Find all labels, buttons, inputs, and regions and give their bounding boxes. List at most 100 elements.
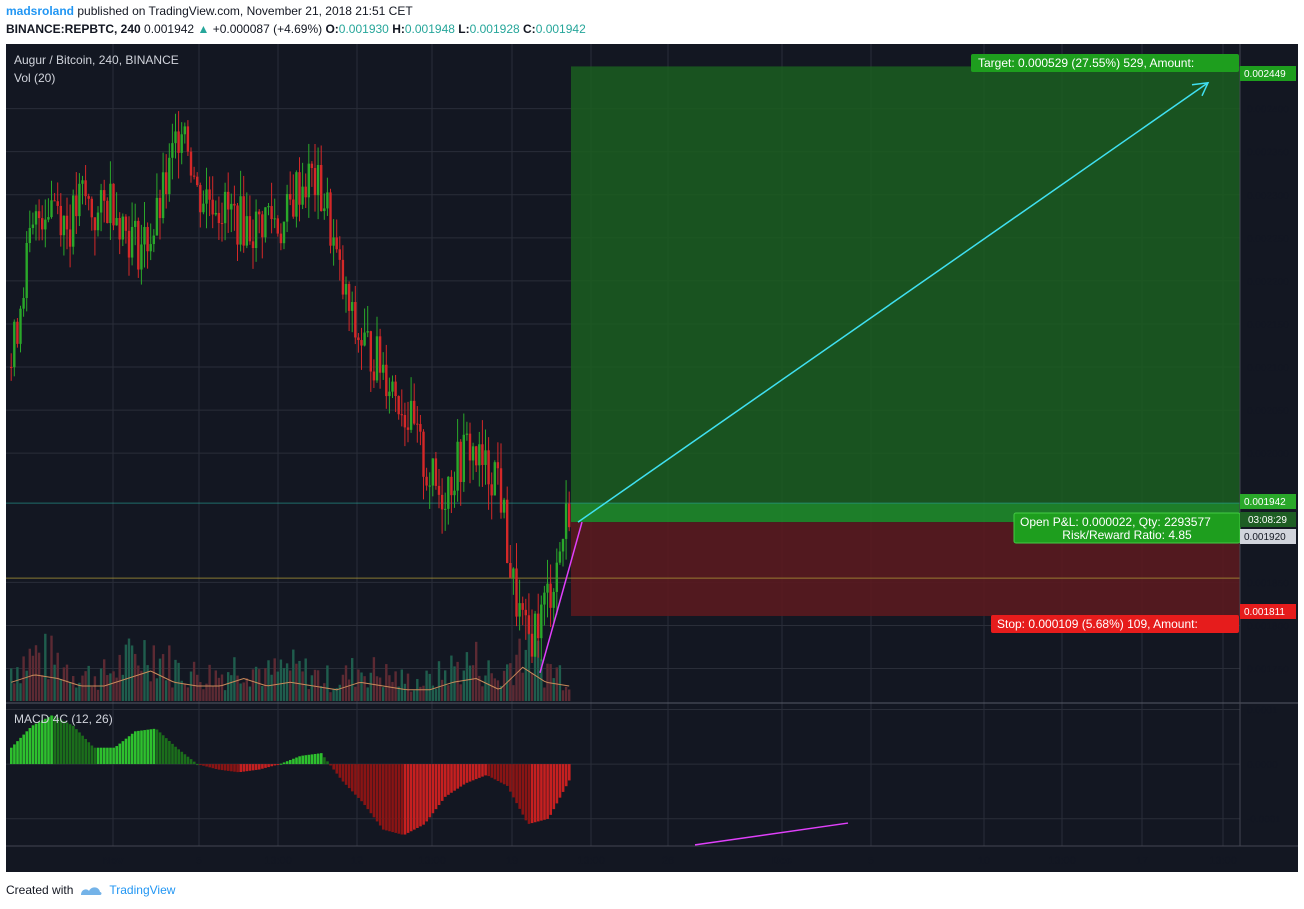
macd-bar — [211, 764, 215, 769]
price-tick-label: 0.002300 — [1247, 191, 1289, 202]
macd-bar — [282, 762, 286, 765]
macd-bar — [459, 764, 463, 787]
macd-legend: MACD 4C (12, 26) — [14, 712, 113, 726]
candle — [375, 336, 379, 381]
volume-bar — [53, 664, 56, 701]
volume-bar — [285, 663, 289, 701]
time-tick-label: 13:00 — [577, 855, 605, 867]
stop-label[interactable]: Stop: 0.000109 (5.68%) 109, Amount: — [991, 615, 1239, 633]
price-axis[interactable]: 0.002400 0.002350 0.002300 0.002250 0.002200… — [1247, 105, 1289, 676]
candle — [171, 143, 174, 158]
candle — [242, 196, 245, 246]
volume-bar — [13, 683, 16, 701]
svg-text:0.001811: 0.001811 — [1244, 607, 1285, 618]
candle — [313, 168, 317, 196]
macd-bar — [453, 764, 456, 791]
volume-bar — [499, 685, 503, 701]
macd-bar — [512, 764, 515, 798]
macd-bar — [413, 764, 416, 830]
close-label: C: — [523, 22, 536, 36]
macd-bar — [112, 747, 115, 765]
candle — [332, 237, 335, 246]
volume-bar — [174, 659, 177, 701]
volume-bar — [37, 652, 41, 701]
candle — [96, 212, 100, 231]
volume-bar — [96, 689, 100, 701]
candle — [422, 431, 425, 477]
target-label[interactable]: Target: 0.000529 (27.55%) 529, Amount: — [971, 54, 1239, 72]
candle — [372, 371, 376, 381]
macd-bar — [19, 737, 22, 765]
close-value: 0.001942 — [535, 22, 586, 36]
candle — [527, 615, 531, 634]
candle — [205, 189, 208, 204]
macd-bar — [403, 764, 407, 835]
price-tick-label: 0.002200 — [1247, 277, 1289, 288]
candle — [295, 172, 298, 217]
candle — [155, 197, 159, 236]
volume-bar — [31, 655, 35, 701]
candles — [10, 111, 571, 664]
macd-bar — [267, 764, 270, 768]
candle — [515, 568, 518, 617]
volume-bar — [152, 645, 155, 701]
macd-bar — [223, 764, 227, 771]
volume-bar — [422, 685, 425, 701]
macd-axis[interactable]: 0.0001 0.0000 -0.0001 — [1247, 705, 1281, 825]
volume-bar — [44, 633, 47, 701]
trend-line[interactable] — [539, 521, 583, 674]
macd-bar — [81, 735, 84, 765]
pnl-label[interactable]: Open P&L: 0.000022, Qty: 2293577 Risk/Re… — [1013, 512, 1241, 544]
up-triangle-icon: ▲ — [197, 22, 210, 36]
projection-arrow[interactable] — [577, 82, 1209, 523]
time-tick-label: 17 — [1136, 855, 1148, 867]
price-tick-label: 0.002000 — [1247, 449, 1289, 460]
candle — [65, 215, 69, 230]
macd-bar — [146, 729, 149, 765]
candle — [450, 476, 453, 496]
macd-bar — [351, 764, 354, 792]
volume-bar — [537, 640, 540, 701]
volume-bar — [106, 675, 109, 701]
candle — [335, 237, 338, 250]
volume-bar — [158, 658, 162, 701]
candle — [134, 220, 137, 227]
candle — [378, 336, 382, 373]
macd-trend-line[interactable] — [694, 822, 849, 846]
macd-bar — [205, 764, 208, 767]
time-axis[interactable]: Nov 5 13:00 12 13:00 19 13:00 26 Dec 5 10 13:00 17 13… — [103, 855, 1237, 867]
volume-bar — [267, 660, 270, 701]
target-zone[interactable] — [571, 66, 1240, 504]
macd-bar — [509, 764, 512, 792]
macd-bar — [106, 747, 109, 765]
macd-bar — [444, 764, 447, 797]
volume-bar — [90, 686, 93, 701]
volume-bar — [65, 664, 69, 701]
volume-bar — [298, 660, 301, 701]
candle — [22, 298, 25, 309]
candle — [360, 340, 363, 346]
macd-bar — [406, 764, 410, 833]
price-tick-label: 0.001750 — [1247, 665, 1289, 676]
candle — [285, 194, 289, 222]
footer: Created with TradingView — [6, 883, 175, 897]
candle — [397, 396, 400, 415]
candle — [496, 462, 500, 469]
volume-bar — [245, 678, 248, 701]
tradingview-link[interactable]: TradingView — [79, 883, 175, 897]
candle — [261, 214, 264, 238]
volume-bar — [149, 681, 152, 701]
volume-bar — [329, 692, 332, 701]
author-link[interactable]: madsroland — [6, 4, 75, 18]
macd-bar — [62, 720, 66, 765]
macd-tick-label: 0.0000 — [1247, 760, 1278, 771]
volume-bar — [530, 672, 534, 701]
time-tick-label: 5 — [868, 855, 874, 867]
macd-bar — [137, 730, 140, 765]
candle — [351, 302, 354, 311]
volume-bar — [453, 666, 456, 701]
volume-bar — [385, 664, 388, 701]
volume-bar — [540, 659, 543, 701]
volume-bar — [366, 687, 369, 701]
